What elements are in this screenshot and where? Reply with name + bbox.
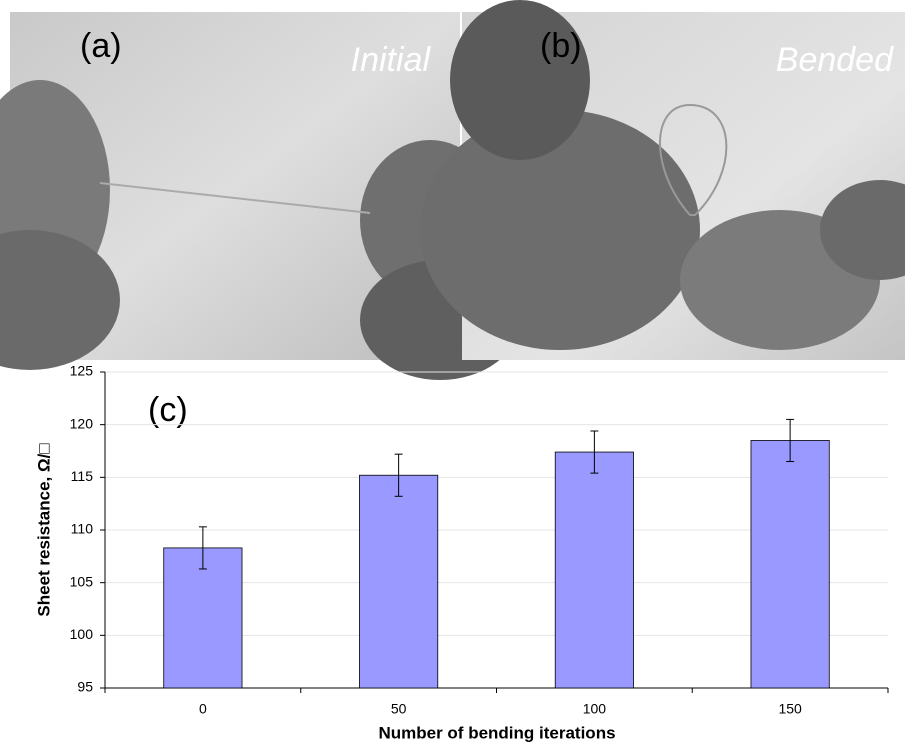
x-tick-label: 0 <box>199 701 207 717</box>
x-axis-title: Number of bending iterations <box>378 723 615 742</box>
y-axis-title: Sheet resistance, Ω/□ <box>34 443 53 616</box>
bar <box>555 452 633 688</box>
bar <box>751 440 829 688</box>
panel-caption: Bended <box>776 41 894 79</box>
y-tick-label: 105 <box>70 573 94 589</box>
y-tick-label: 110 <box>71 521 94 537</box>
x-tick-label: 150 <box>778 701 802 717</box>
y-tick-label: 100 <box>70 626 94 642</box>
bar <box>359 475 437 688</box>
chart-annotation: (c) <box>148 391 188 429</box>
figure: (a) Initial (b) Bended (c) Number of ben… <box>0 0 905 744</box>
panel-label: (a) <box>80 27 122 65</box>
panel-caption: Initial <box>351 41 432 79</box>
panel-label: (b) <box>540 27 582 65</box>
x-tick-label: 100 <box>583 701 607 717</box>
x-tick-label: 50 <box>391 701 407 717</box>
y-tick-label: 95 <box>77 679 93 695</box>
y-tick-label: 125 <box>70 363 94 379</box>
y-tick-label: 120 <box>70 415 94 431</box>
y-tick-label: 115 <box>71 468 94 484</box>
